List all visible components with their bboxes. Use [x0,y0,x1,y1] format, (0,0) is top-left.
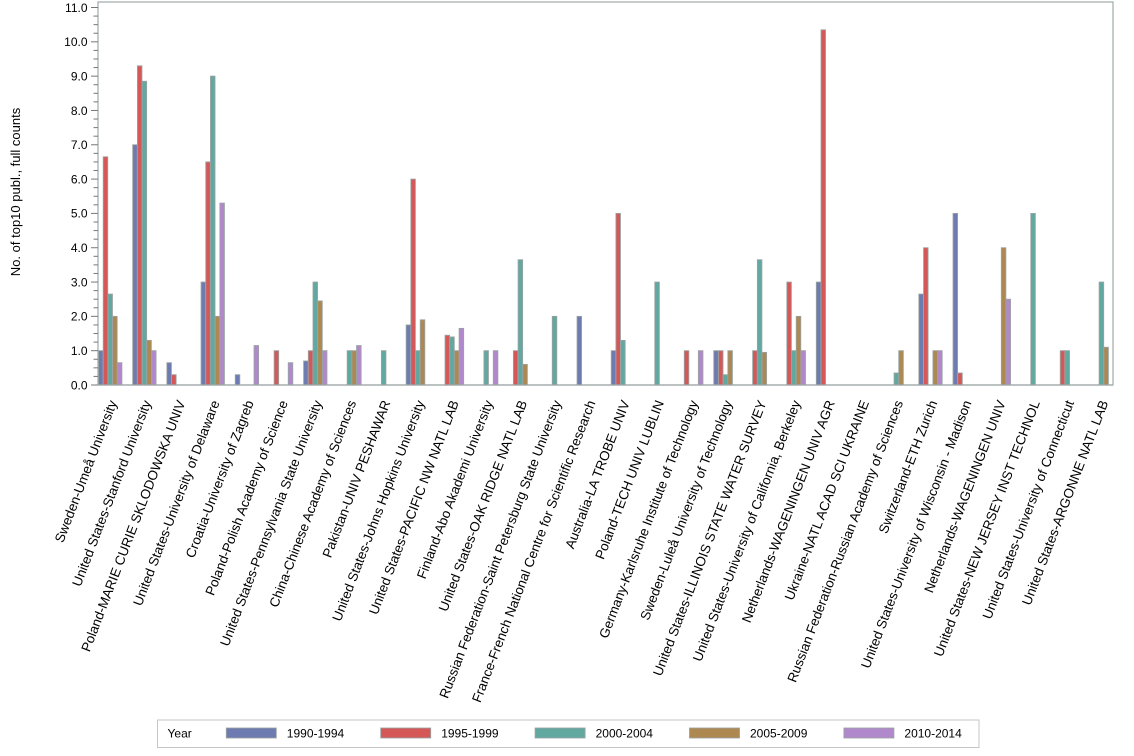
svg-text:1990-1994: 1990-1994 [287,727,345,741]
svg-text:No. of top10 publ., full count: No. of top10 publ., full counts [8,107,23,276]
svg-text:0.0: 0.0 [71,378,88,392]
svg-text:7.0: 7.0 [71,138,88,152]
svg-text:5.0: 5.0 [71,207,88,221]
svg-text:4.0: 4.0 [71,241,88,255]
svg-text:Year: Year [168,727,192,741]
svg-text:1.0: 1.0 [71,344,88,358]
svg-text:2010-2014: 2010-2014 [904,727,962,741]
svg-text:6.0: 6.0 [71,172,88,186]
svg-text:9.0: 9.0 [71,69,88,83]
svg-text:Sweden-Umeå University: Sweden-Umeå University [52,398,120,545]
svg-text:8.0: 8.0 [71,104,88,118]
svg-text:10.0: 10.0 [64,35,88,49]
svg-text:2.0: 2.0 [71,310,88,324]
svg-text:Australia-LA TROBE UNIV: Australia-LA TROBE UNIV [562,398,632,550]
svg-text:11.0: 11.0 [65,1,88,15]
svg-text:3.0: 3.0 [71,275,88,289]
svg-text:2005-2009: 2005-2009 [750,727,808,741]
svg-text:2000-2004: 2000-2004 [596,727,654,741]
svg-text:1995-1999: 1995-1999 [441,727,499,741]
